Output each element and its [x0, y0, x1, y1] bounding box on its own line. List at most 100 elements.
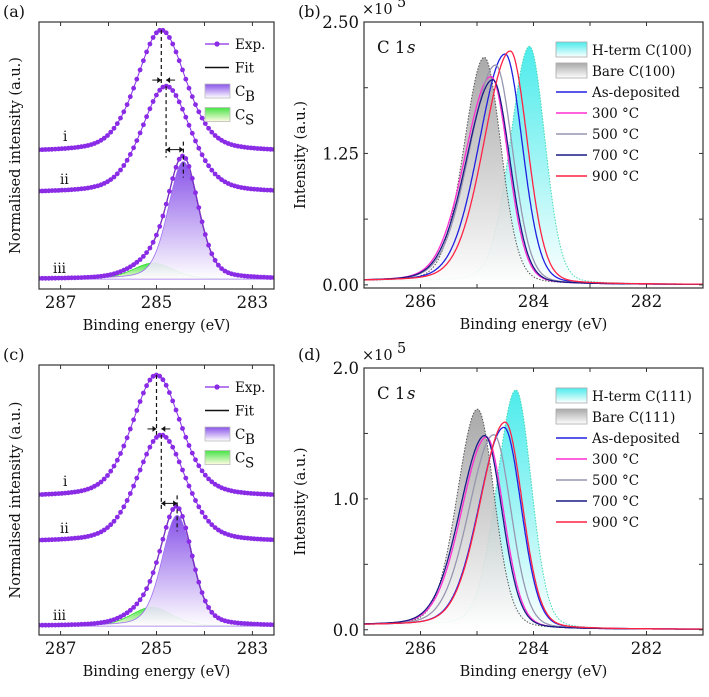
x-tick-label: 285: [141, 293, 173, 312]
exp-point: [150, 35, 156, 40]
exp-point: [141, 122, 146, 128]
legend-swatch: [555, 41, 588, 58]
exp-point: [199, 152, 205, 158]
exp-point: [157, 224, 163, 229]
exp-point: [141, 592, 146, 598]
x-axis-label: Binding energy (eV): [83, 318, 231, 334]
exp-point: [137, 399, 143, 404]
legend-item: As-deposited: [556, 431, 680, 447]
core-level-label-italic: s: [407, 384, 415, 403]
arrowhead: [173, 500, 178, 507]
exp-point: [173, 93, 179, 98]
exp-point: [127, 426, 133, 432]
exp-point: [212, 257, 218, 263]
exp-point: [176, 156, 182, 162]
legend-item: 700 °C: [556, 494, 639, 510]
exp-point: [111, 174, 117, 180]
x-tick-label: 286: [405, 292, 437, 311]
exp-point: [189, 94, 195, 100]
legend-item: H-term C(100): [555, 41, 692, 59]
exp-point: [160, 536, 166, 542]
legend-exp-marker: [214, 384, 220, 390]
y-axis-label: Normalised intensity (a.u.): [8, 402, 24, 599]
y-multiplier: ×10: [362, 348, 393, 364]
exp-point: [167, 188, 172, 194]
legend-label: C: [235, 451, 245, 467]
exp-point: [183, 525, 189, 531]
y-tick-label: 0.00: [322, 276, 359, 295]
exp-point: [150, 570, 156, 576]
exp-point: [167, 84, 172, 90]
legend-item: 300 °C: [556, 452, 639, 468]
exp-point: [180, 426, 185, 431]
arrowhead: [166, 146, 171, 153]
exp-point: [193, 190, 198, 196]
exp-point: [147, 106, 153, 112]
exp-point: [189, 450, 195, 456]
spectrum-label: i: [63, 474, 68, 490]
exp-point: [131, 483, 137, 489]
exp-point: [216, 262, 221, 268]
series-line: [364, 50, 703, 285]
exp-point: [163, 30, 169, 36]
exp-point: [183, 114, 189, 120]
exp-point: [209, 522, 215, 528]
exp-point: [150, 439, 156, 444]
exp-point: [147, 377, 153, 383]
exp-point: [150, 99, 156, 104]
exp-point: [271, 188, 274, 193]
exp-point: [137, 467, 143, 473]
exp-point: [118, 167, 123, 173]
exp-point: [186, 85, 192, 91]
exp-point: [108, 177, 114, 183]
y-axis-label: Intensity (a.u.): [293, 101, 309, 209]
exp-point: [111, 125, 117, 131]
legend-item-exp: Exp.: [205, 37, 265, 53]
series-area: [364, 46, 703, 285]
exp-point: [101, 476, 107, 482]
exp-point: [193, 138, 198, 144]
exp-point: [196, 205, 202, 211]
legend-item: Bare C(100): [555, 62, 675, 80]
legend-label: Exp.: [235, 380, 265, 396]
exp-point: [144, 114, 150, 120]
x-tick-label: 282: [631, 292, 663, 311]
exp-point: [114, 457, 120, 463]
arrowhead: [179, 146, 184, 153]
exp-point: [173, 164, 179, 170]
exp-point: [183, 76, 189, 82]
exp-point: [170, 41, 176, 47]
x-tick-label: 282: [631, 639, 663, 658]
exp-point: [196, 463, 202, 469]
exp-point: [212, 525, 218, 530]
exp-point: [134, 601, 140, 607]
exp-point: [189, 176, 195, 181]
exp-point: [134, 138, 140, 144]
plot-area: [39, 27, 274, 281]
y-tick-label: 2.0: [333, 359, 359, 378]
component-cb-area: [39, 514, 274, 627]
y-axis-label: Normalised intensity (a.u.): [8, 57, 24, 254]
exp-point: [141, 58, 146, 64]
exp-point: [170, 398, 176, 404]
exp-point: [134, 408, 140, 413]
core-level-label-italic: s: [407, 38, 415, 57]
legend-label: As-deposited: [591, 431, 680, 447]
y-multiplier-exponent: 5: [397, 0, 406, 11]
exp-point: [108, 522, 114, 528]
exp-point: [43, 622, 48, 628]
exp-point: [170, 507, 176, 512]
exp-line-ii: [39, 85, 274, 192]
exp-point: [131, 605, 137, 610]
y-tick-label: 0.0: [333, 621, 359, 640]
legend-label: 900 °C: [592, 515, 639, 531]
exp-point: [193, 498, 198, 503]
exp-point: [124, 102, 130, 107]
series-outline: [364, 45, 703, 285]
x-axis-label: Binding energy (eV): [83, 664, 231, 680]
exp-point: [167, 390, 172, 395]
exp-point: [163, 525, 169, 530]
series-line: [364, 421, 703, 630]
